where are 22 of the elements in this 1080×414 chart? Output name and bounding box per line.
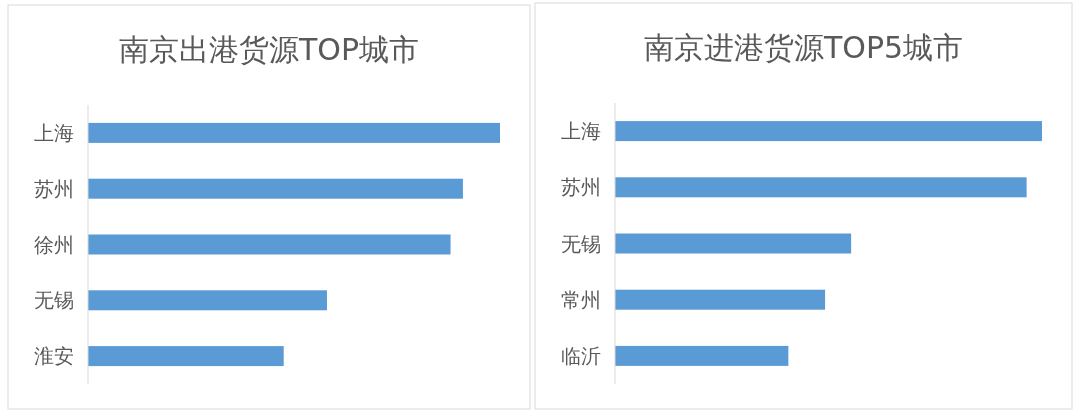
chart-title: 南京出港货源TOP城市 [118, 32, 420, 67]
bar [615, 121, 1042, 142]
y-tick-label: 无锡 [34, 288, 74, 313]
y-tick-label: 无锡 [561, 231, 601, 256]
bar [615, 289, 826, 310]
bar [88, 290, 327, 311]
bar [88, 234, 451, 255]
y-tick-label: 临沂 [561, 343, 601, 368]
y-tick-label: 上海 [561, 119, 601, 144]
bar [88, 346, 284, 367]
bar [615, 345, 789, 366]
y-tick-label: 常州 [561, 287, 601, 312]
y-tick-label: 徐州 [34, 232, 74, 257]
chart-title: 南京进港货源TOP5城市 [643, 30, 964, 65]
y-tick-label: 上海 [34, 120, 74, 145]
bar [88, 122, 500, 143]
y-tick-label: 苏州 [34, 176, 74, 201]
bar [88, 178, 463, 199]
y-tick-label: 淮安 [34, 344, 74, 369]
y-tick-label: 苏州 [561, 175, 601, 200]
bar [615, 233, 852, 254]
bar [615, 177, 1027, 198]
